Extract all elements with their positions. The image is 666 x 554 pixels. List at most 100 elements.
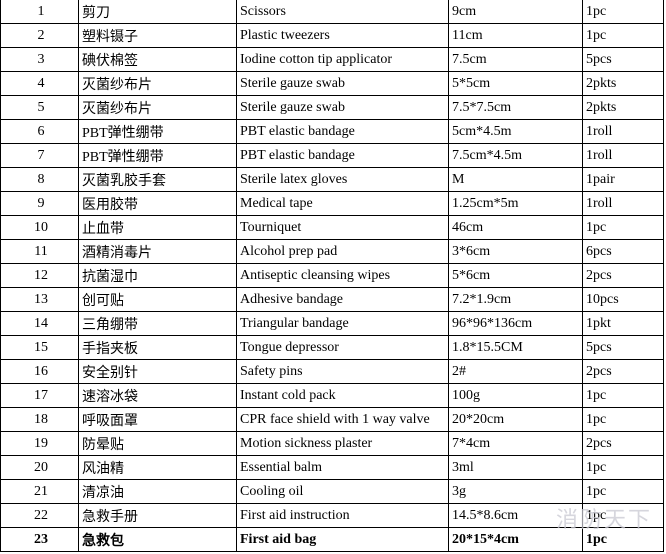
quantity: 1pkt [582,311,664,336]
size: 5cm*4.5m [448,119,583,144]
quantity: 1roll [582,191,664,216]
chinese-name: 安全别针 [78,359,237,384]
row-number: 14 [0,311,79,336]
size: 11cm [448,23,583,48]
row-number: 18 [0,407,79,432]
chinese-name: 清凉油 [78,479,237,504]
quantity: 1roll [582,143,664,168]
quantity: 5pcs [582,47,664,72]
row-number: 12 [0,263,79,288]
table-row: 20 风油精 Essential balm 3ml 1pc [0,455,664,480]
table-row: 14 三角绷带 Triangular bandage 96*96*136cm 1pkt [0,311,664,336]
table-row: 16 安全别针 Safety pins 2# 2pcs [0,359,664,384]
row-number: 13 [0,287,79,312]
chinese-name: 抗菌湿巾 [78,263,237,288]
chinese-name: 止血带 [78,215,237,240]
english-name: CPR face shield with 1 way valve [236,407,449,432]
chinese-name: 急救包 [78,527,237,552]
row-number: 6 [0,119,79,144]
quantity: 2pcs [582,431,664,456]
table-row: 3 碘伏棉签 Iodine cotton tip applicator 7.5cm 5p… [0,47,664,72]
english-name: Triangular bandage [236,311,449,336]
row-number: 7 [0,143,79,168]
quantity: 2pkts [582,71,664,96]
row-number: 22 [0,503,79,528]
chinese-name: PBT弹性绷带 [78,143,237,168]
quantity: 5pcs [582,335,664,360]
row-number: 20 [0,455,79,480]
english-name: Sterile latex gloves [236,167,449,192]
size: 5*5cm [448,71,583,96]
chinese-name: 风油精 [78,455,237,480]
chinese-name: 三角绷带 [78,311,237,336]
chinese-name: 碘伏棉签 [78,47,237,72]
table-row: 17 速溶冰袋 Instant cold pack 100g 1pc [0,383,664,408]
chinese-name: 医用胶带 [78,191,237,216]
row-number: 15 [0,335,79,360]
english-name: Tongue depressor [236,335,449,360]
chinese-name: PBT弹性绷带 [78,119,237,144]
size: 96*96*136cm [448,311,583,336]
quantity: 1pc [582,383,664,408]
size: 2# [448,359,583,384]
row-number: 17 [0,383,79,408]
quantity: 1pc [582,455,664,480]
table-row: 22 急救手册 First aid instruction 14.5*8.6cm 1pc [0,503,664,528]
table-row: 13 创可贴 Adhesive bandage 7.2*1.9cm 10pcs [0,287,664,312]
chinese-name: 创可贴 [78,287,237,312]
english-name: Safety pins [236,359,449,384]
english-name: First aid instruction [236,503,449,528]
size: 1.25cm*5m [448,191,583,216]
size: 3*6cm [448,239,583,264]
english-name: Scissors [236,0,449,24]
size: 3g [448,479,583,504]
row-number: 5 [0,95,79,120]
chinese-name: 塑料镊子 [78,23,237,48]
chinese-name: 灭菌纱布片 [78,95,237,120]
table-row: 4 灭菌纱布片 Sterile gauze swab 5*5cm 2pkts [0,71,664,96]
quantity: 1pc [582,0,664,24]
table-row: 23 急救包 First aid bag 20*15*4cm 1pc [0,527,664,552]
quantity: 1roll [582,119,664,144]
chinese-name: 灭菌乳胶手套 [78,167,237,192]
quantity: 1pc [582,407,664,432]
quantity: 1pc [582,215,664,240]
table-row: 15 手指夹板 Tongue depressor 1.8*15.5CM 5pcs [0,335,664,360]
table-row: 18 呼吸面罩 CPR face shield with 1 way valve 20… [0,407,664,432]
english-name: Iodine cotton tip applicator [236,47,449,72]
quantity: 6pcs [582,239,664,264]
table-row: 21 清凉油 Cooling oil 3g 1pc [0,479,664,504]
size: 3ml [448,455,583,480]
row-number: 4 [0,71,79,96]
row-number: 3 [0,47,79,72]
table-row: 6 PBT弹性绷带 PBT elastic bandage 5cm*4.5m 1roll [0,119,664,144]
chinese-name: 防晕贴 [78,431,237,456]
size: M [448,167,583,192]
chinese-name: 灭菌纱布片 [78,71,237,96]
row-number: 23 [0,527,79,552]
quantity: 2pcs [582,359,664,384]
size: 5*6cm [448,263,583,288]
row-number: 16 [0,359,79,384]
row-number: 9 [0,191,79,216]
size: 7.2*1.9cm [448,287,583,312]
size: 7*4cm [448,431,583,456]
english-name: Alcohol prep pad [236,239,449,264]
table-row: 7 PBT弹性绷带 PBT elastic bandage 7.5cm*4.5m 1ro… [0,143,664,168]
watermark: 消防天下 [555,508,652,533]
table-row: 19 防晕贴 Motion sickness plaster 7*4cm 2pcs [0,431,664,456]
english-name: Sterile gauze swab [236,71,449,96]
size: 7.5*7.5cm [448,95,583,120]
quantity: 2pcs [582,263,664,288]
quantity: 1pc [582,527,664,552]
chinese-name: 剪刀 [78,0,237,24]
english-name: Essential balm [236,455,449,480]
size: 9cm [448,0,583,24]
english-name: Cooling oil [236,479,449,504]
english-name: Antiseptic cleansing wipes [236,263,449,288]
row-number: 21 [0,479,79,504]
size: 1.8*15.5CM [448,335,583,360]
size: 20*20cm [448,407,583,432]
size: 100g [448,383,583,408]
